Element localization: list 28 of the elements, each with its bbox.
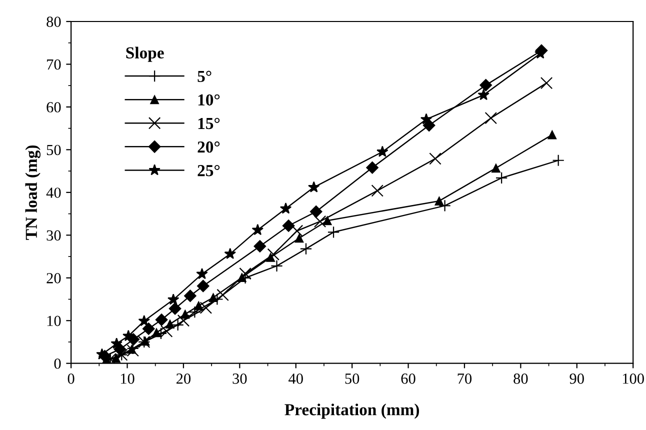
x-tick-label: 60 [401, 374, 416, 384]
x-tick-label: 20 [176, 374, 191, 384]
legend-label: 10° [198, 94, 220, 106]
y-tick-label: 20 [46, 273, 61, 284]
x-tick-label: 80 [514, 374, 528, 384]
y-tick-label: 40 [46, 188, 61, 198]
y-tick-label: 80 [46, 16, 61, 27]
legend-title: Slope [126, 46, 164, 62]
y-tick-label: 0 [54, 358, 61, 369]
legend-label: 25° [198, 164, 220, 176]
x-tick-label: 30 [232, 374, 247, 384]
legend-label: 20° [198, 141, 220, 153]
legend-label: 15° [198, 118, 220, 130]
x-axis-title: Precipitation (mm) [284, 404, 419, 419]
x-tick-label: 100 [622, 374, 644, 384]
y-tick-label: 30 [46, 230, 61, 241]
y-tick-label: 60 [46, 102, 61, 112]
x-tick-label: 50 [345, 374, 360, 384]
y-tick-label: 10 [47, 316, 61, 326]
x-tick-label: 70 [458, 374, 472, 384]
y-tick-label: 70 [47, 59, 61, 70]
x-tick-label: 40 [288, 374, 303, 384]
x-tick-label: 10 [120, 374, 134, 384]
x-tick-label: 90 [570, 374, 584, 384]
y-axis-title: TN load (mg) [25, 145, 41, 240]
x-tick-label: 0 [68, 374, 74, 384]
y-tick-label: 50 [46, 144, 61, 156]
legend-label: 5° [198, 70, 212, 82]
